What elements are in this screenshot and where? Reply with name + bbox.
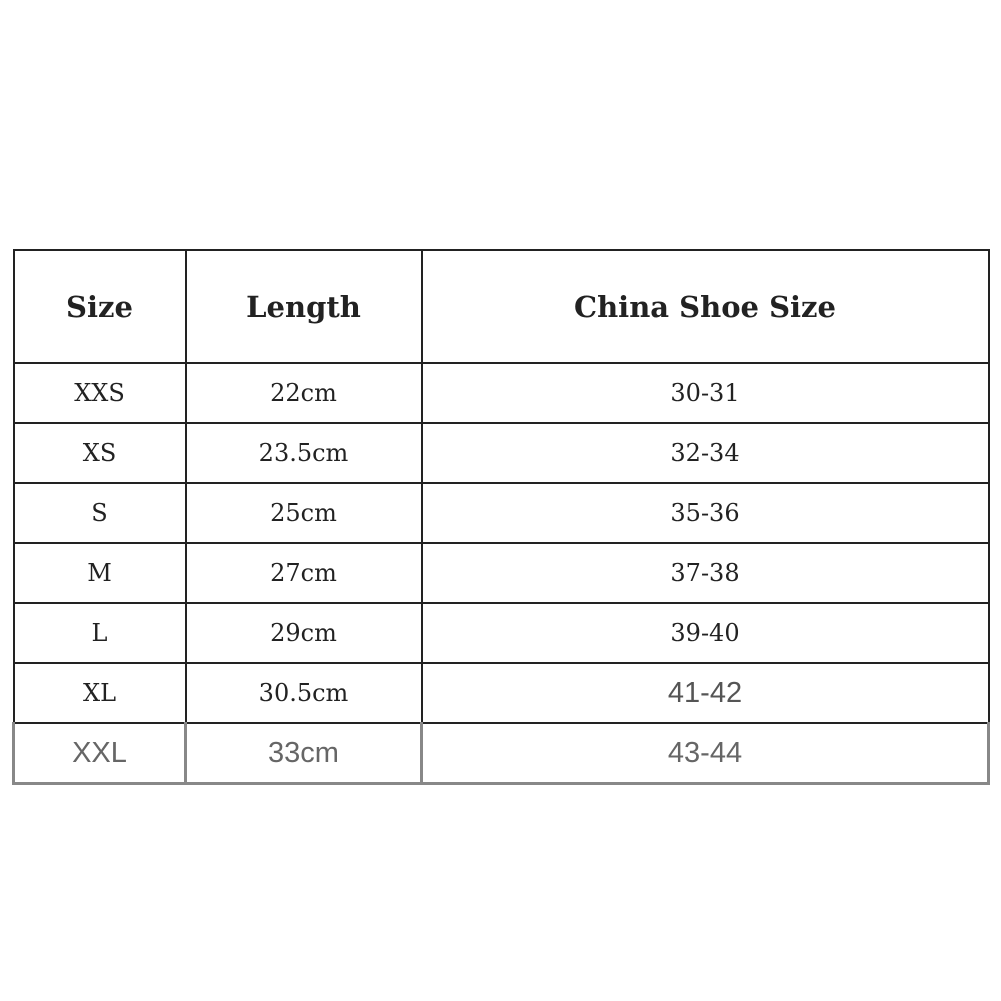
table-row: L 29cm 39-40 bbox=[12, 602, 990, 664]
header-china-shoe-size: China Shoe Size bbox=[420, 249, 990, 364]
cell-length: 27cm bbox=[184, 542, 423, 604]
table-row: S 25cm 35-36 bbox=[12, 482, 990, 544]
cell-shoe-size: 41-42 bbox=[420, 662, 990, 724]
cell-length: 22cm bbox=[184, 362, 423, 424]
header-size: Size bbox=[12, 249, 187, 364]
cell-shoe-size: 39-40 bbox=[420, 602, 990, 664]
cell-size: XS bbox=[12, 422, 187, 484]
cell-length: 23.5cm bbox=[184, 422, 423, 484]
cell-length: 29cm bbox=[184, 602, 423, 664]
table-row: XXS 22cm 30-31 bbox=[12, 362, 990, 424]
cell-shoe-size: 35-36 bbox=[420, 482, 990, 544]
table-row: M 27cm 37-38 bbox=[12, 542, 990, 604]
cell-size: XL bbox=[12, 662, 187, 724]
cell-shoe-size: 43-44 bbox=[420, 722, 990, 785]
table-row: XL 30.5cm 41-42 bbox=[12, 662, 990, 724]
header-length: Length bbox=[184, 249, 423, 364]
cell-shoe-size: 30-31 bbox=[420, 362, 990, 424]
cell-shoe-size: 32-34 bbox=[420, 422, 990, 484]
cell-size: XXS bbox=[12, 362, 187, 424]
table-header-row: Size Length China Shoe Size bbox=[12, 249, 990, 364]
size-chart-table: Size Length China Shoe Size XXS 22cm 30-… bbox=[12, 249, 990, 785]
table-row: XXL 33cm 43-44 bbox=[12, 722, 990, 785]
cell-length: 33cm bbox=[184, 722, 423, 785]
table-row: XS 23.5cm 32-34 bbox=[12, 422, 990, 484]
cell-shoe-size: 37-38 bbox=[420, 542, 990, 604]
cell-size: L bbox=[12, 602, 187, 664]
cell-size: S bbox=[12, 482, 187, 544]
cell-length: 25cm bbox=[184, 482, 423, 544]
cell-length: 30.5cm bbox=[184, 662, 423, 724]
cell-size: M bbox=[12, 542, 187, 604]
cell-size: XXL bbox=[12, 722, 187, 785]
